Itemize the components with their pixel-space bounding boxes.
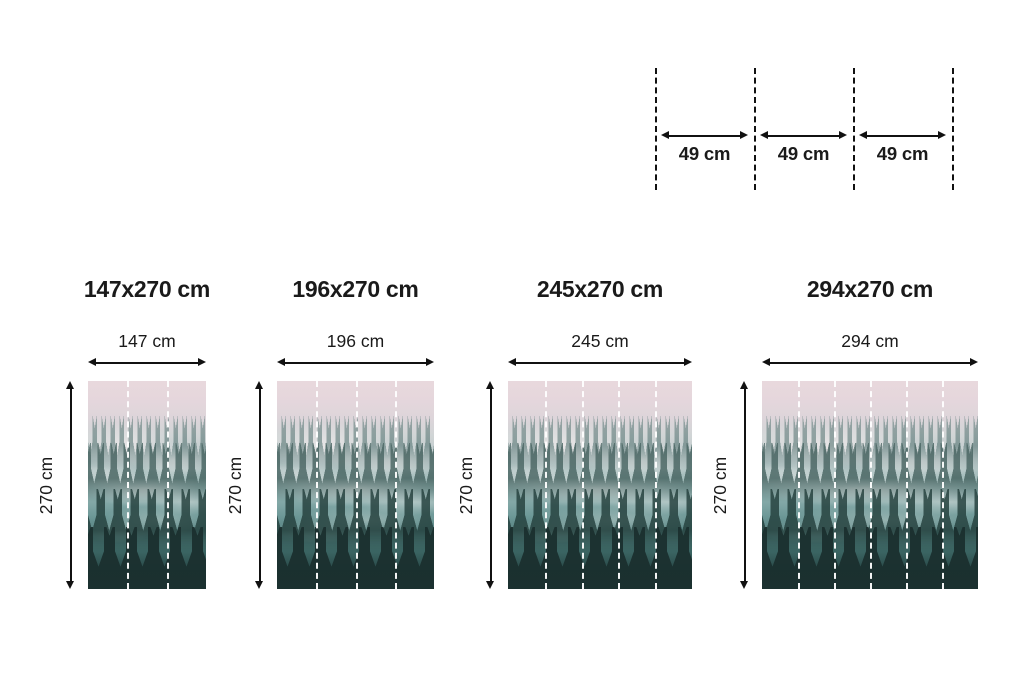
mural-preview xyxy=(762,381,978,589)
width-label: 245 cm xyxy=(571,331,629,351)
group-title: 147x270 cm xyxy=(83,276,211,302)
height-double-arrow-icon xyxy=(65,381,76,589)
height-double-arrow-icon xyxy=(485,381,496,589)
double-arrow-icon xyxy=(661,130,748,141)
width-double-arrow-icon xyxy=(762,357,978,368)
width-double-arrow-icon xyxy=(88,357,206,368)
panel-seam xyxy=(544,381,547,589)
height-label-wrap: 270 cm xyxy=(456,381,478,589)
legend-segment: 49 cm xyxy=(661,130,748,176)
legend-segment-label: 49 cm xyxy=(777,143,830,164)
panel-seam xyxy=(581,381,584,589)
legend-segment-label: 49 cm xyxy=(876,143,929,164)
legend-segment-label: 49 cm xyxy=(678,143,731,164)
height-double-arrow-icon xyxy=(739,381,750,589)
group-title: 245x270 cm xyxy=(536,276,664,302)
mural-preview xyxy=(88,381,206,589)
width-label: 196 cm xyxy=(326,331,385,351)
height-label-wrap: 270 cm xyxy=(36,381,58,589)
mural-preview xyxy=(277,381,434,589)
legend-guide-line xyxy=(655,68,657,190)
height-label: 270 cm xyxy=(36,456,57,514)
panel-seam xyxy=(316,381,319,589)
width-double-arrow-icon xyxy=(508,357,692,368)
panel-seam xyxy=(870,381,872,589)
panel-seam xyxy=(655,381,658,589)
panel-seam xyxy=(618,381,621,589)
panel-seam xyxy=(906,381,908,589)
mural-artwork-foggy-forest xyxy=(508,381,692,589)
panel-width-legend: 49 cm 49 cm 49 cm xyxy=(655,68,985,190)
legend-segment: 49 cm xyxy=(760,130,847,176)
double-arrow-icon xyxy=(760,130,847,141)
height-label-wrap: 270 cm xyxy=(225,381,247,589)
panel-seam xyxy=(127,381,130,589)
width-double-arrow-icon xyxy=(277,357,434,368)
height-label: 270 cm xyxy=(710,456,731,514)
group-title: 196x270 cm xyxy=(292,276,419,302)
panel-seam xyxy=(166,381,169,589)
panel-seam xyxy=(942,381,944,589)
legend-guide-line xyxy=(754,68,756,190)
mural-artwork-foggy-forest xyxy=(88,381,206,589)
panel-seam xyxy=(355,381,358,589)
height-double-arrow-icon xyxy=(254,381,265,589)
group-title: 294x270 cm xyxy=(806,276,934,302)
legend-guide-line xyxy=(952,68,954,190)
panel-seam xyxy=(798,381,800,589)
panel-seam xyxy=(834,381,836,589)
legend-guide-line xyxy=(853,68,855,190)
panel-seam xyxy=(394,381,397,589)
double-arrow-icon xyxy=(859,130,946,141)
width-label: 294 cm xyxy=(841,331,899,351)
height-label-wrap: 270 cm xyxy=(710,381,732,589)
mural-preview xyxy=(508,381,692,589)
height-label: 270 cm xyxy=(225,456,246,514)
height-label: 270 cm xyxy=(456,456,477,514)
width-label: 147 cm xyxy=(118,331,176,351)
legend-segment: 49 cm xyxy=(859,130,946,176)
